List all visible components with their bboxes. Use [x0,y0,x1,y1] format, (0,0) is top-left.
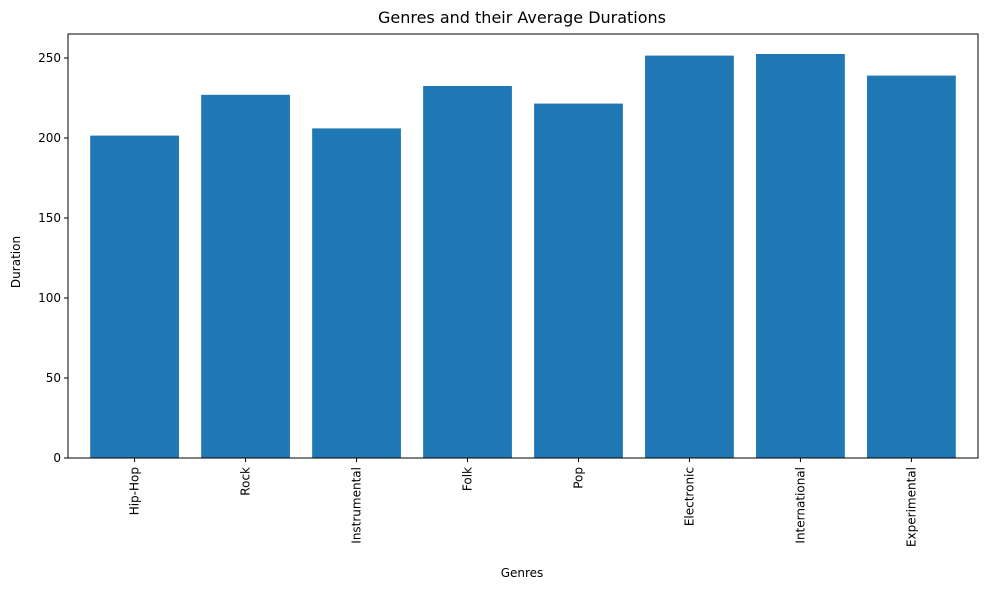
bar-electronic [645,55,734,458]
x-tick-label: Rock [239,467,253,496]
x-tick-label: Experimental [904,467,918,547]
y-tick-label: 200 [38,131,61,145]
bar-folk [423,86,512,458]
y-tick-label: 250 [38,51,61,65]
y-tick-label: 0 [53,451,61,465]
x-tick-label: Hip-Hop [128,467,142,515]
plot-frame [67,33,979,459]
bar-hip-hop [90,135,179,458]
y-tick-label: 150 [38,211,61,225]
bar-instrumental [312,128,401,458]
y-tick-label: 100 [38,291,61,305]
bar-rock [201,94,290,459]
y-tick-label: 50 [46,371,61,385]
x-axis-label: Genres [501,566,544,580]
bar-international [756,54,845,458]
y-axis-label: Duration [9,236,23,288]
x-tick-label: Pop [571,467,585,489]
bar-experimental [867,75,956,458]
x-tick-label: Folk [461,467,475,491]
plot-area: 0 50 100 150 200 250 Hip-Hop Rock Instrumental Fo… [38,33,979,547]
x-tick-label: International [793,467,807,544]
bar-pop [534,103,623,458]
chart-title: Genres and their Average Durations [378,8,666,27]
x-tick-label: Electronic [682,467,696,526]
x-tick-label: Instrumental [350,467,364,544]
